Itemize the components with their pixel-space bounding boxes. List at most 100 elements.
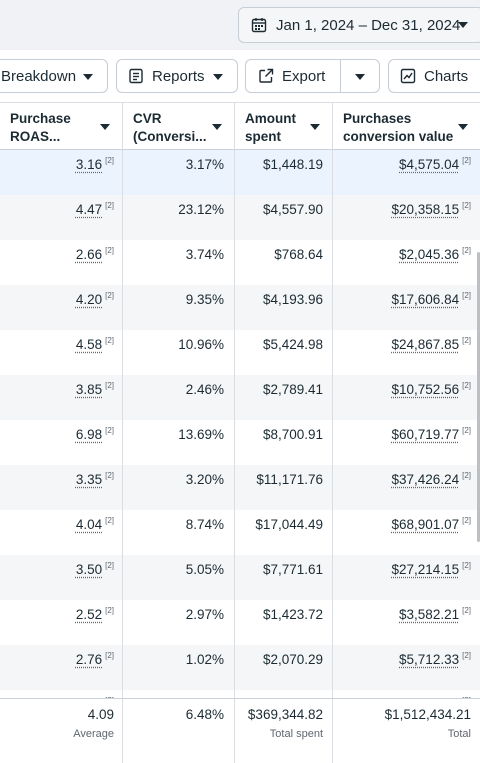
chevron-down-icon	[83, 74, 93, 80]
cell-purchases-conversion-value[interactable]: $37,426.24 [2]	[333, 465, 480, 510]
footnote-marker: [2]	[105, 651, 114, 660]
footnote-marker: [2]	[105, 696, 114, 698]
cell-value[interactable]: 2.66	[75, 247, 103, 262]
table-row[interactable]: 3.50 [2] 5.05% $7,771.61 $27,214.15 [2]	[0, 555, 480, 600]
table-row[interactable]: 3.85 [2] 2.46% $2,789.41 $10,752.56 [2]	[0, 375, 480, 420]
cell-purchase-roas[interactable]: 2.52 [2]	[0, 600, 123, 645]
sort-chevron-icon[interactable]	[310, 124, 320, 130]
cell-value[interactable]: $4,575.04	[399, 157, 460, 172]
cell-value[interactable]: 3.16	[75, 157, 103, 172]
footnote-marker: [2]	[105, 471, 114, 480]
cell-purchase-roas[interactable]: 3.44[2]	[0, 690, 123, 698]
column-header-amount-spent[interactable]: Amount spent	[235, 103, 333, 149]
cell-value: 9.35%	[185, 292, 224, 307]
footnote-marker: [2]	[462, 426, 471, 435]
cell-value[interactable]: $17,606.84	[391, 292, 460, 307]
export-menu-chevron-icon[interactable]	[355, 74, 365, 80]
table-row[interactable]: 3.35 [2] 3.20% $11,171.76 $37,426.24 [2]	[0, 465, 480, 510]
cell-value[interactable]: 4.04	[75, 517, 103, 532]
cell-value[interactable]: 3.44	[76, 697, 102, 698]
cell-value[interactable]: $37,426.24	[391, 472, 460, 487]
column-header-label: Amount spent	[245, 111, 296, 144]
cell-purchases-conversion-value[interactable]: $2,267.88[2]	[333, 690, 480, 698]
cell-purchase-roas[interactable]: 2.66 [2]	[0, 240, 123, 285]
cell-value[interactable]: $27,214.15	[391, 562, 460, 577]
reports-button[interactable]: Reports	[116, 59, 238, 93]
sort-chevron-icon[interactable]	[100, 124, 110, 130]
cell-cvr: 10.96%	[123, 330, 235, 375]
cell-value[interactable]: $68,901.07	[391, 517, 460, 532]
footnote-marker: [2]	[462, 291, 471, 300]
date-range-picker[interactable]: Jan 1, 2024 – Dec 31, 2024	[238, 7, 480, 43]
cell-value[interactable]: 4.20	[75, 292, 103, 307]
cell-purchase-roas[interactable]: 3.16 [2]	[0, 150, 123, 195]
column-header-cvr[interactable]: CVR (Conversi...	[123, 103, 235, 149]
cell-cvr: 3.17%	[123, 150, 235, 195]
cell-purchases-conversion-value[interactable]: $3,582.21 [2]	[333, 600, 480, 645]
cell-purchases-conversion-value[interactable]: $10,752.56 [2]	[333, 375, 480, 420]
cell-value[interactable]: $20,358.15	[391, 202, 460, 217]
cell-amount-spent: $7,771.61	[235, 555, 333, 600]
cell-value[interactable]: $2,045.36	[399, 247, 460, 262]
table-row[interactable]: 4.58 [2] 10.96% $5,424.98 $24,867.85 [2]	[0, 330, 480, 375]
sort-chevron-icon[interactable]	[212, 124, 222, 130]
cell-value: 3.74%	[185, 247, 224, 262]
cell-purchases-conversion-value[interactable]: $20,358.15 [2]	[333, 195, 480, 240]
table-row[interactable]: 6.98 [2] 13.69% $8,700.91 $60,719.77 [2]	[0, 420, 480, 465]
cell-value: 1.02%	[185, 652, 224, 667]
cell-value[interactable]: $60,719.77	[391, 427, 460, 442]
table-row[interactable]: 3.44[2]5.60%$1,277.75$2,267.88[2]	[0, 690, 480, 698]
chevron-down-icon	[213, 74, 223, 80]
cell-value[interactable]: 3.85	[75, 382, 103, 397]
cell-value[interactable]: $5,712.33	[399, 652, 460, 667]
cell-purchase-roas[interactable]: 3.50 [2]	[0, 555, 123, 600]
export-button[interactable]: Export	[245, 59, 380, 93]
cell-purchases-conversion-value[interactable]: $17,606.84 [2]	[333, 285, 480, 330]
table-row[interactable]: 4.47 [2] 23.12% $4,557.90 $20,358.15 [2]	[0, 195, 480, 240]
cell-purchase-roas[interactable]: 4.04 [2]	[0, 510, 123, 555]
cell-value[interactable]: $24,867.85	[391, 337, 460, 352]
cell-value[interactable]: 3.35	[75, 472, 103, 487]
cell-purchase-roas[interactable]: 4.20 [2]	[0, 285, 123, 330]
cell-value[interactable]: $10,752.56	[391, 382, 460, 397]
cell-value[interactable]: 2.76	[75, 652, 103, 667]
cell-purchase-roas[interactable]: 4.47 [2]	[0, 195, 123, 240]
table-row[interactable]: 2.76 [2] 1.02% $2,070.29 $5,712.33 [2]	[0, 645, 480, 690]
cell-value[interactable]: 2.52	[75, 607, 103, 622]
cell-value: 8.74%	[185, 517, 224, 532]
cell-purchase-roas[interactable]: 3.85 [2]	[0, 375, 123, 420]
toolbar: Breakdown Reports Export Charts	[0, 50, 480, 102]
cell-purchases-conversion-value[interactable]: $27,214.15 [2]	[333, 555, 480, 600]
cell-purchase-roas[interactable]: 2.76 [2]	[0, 645, 123, 690]
cell-purchase-roas[interactable]: 3.35 [2]	[0, 465, 123, 510]
cell-cvr: 13.69%	[123, 420, 235, 465]
table-row[interactable]: 2.52 [2] 2.97% $1,423.72 $3,582.21 [2]	[0, 600, 480, 645]
table-row[interactable]: 4.04 [2] 8.74% $17,044.49 $68,901.07 [2]	[0, 510, 480, 555]
cell-purchases-conversion-value[interactable]: $60,719.77 [2]	[333, 420, 480, 465]
column-header-purchases-conversion-value[interactable]: Purchases conversion value	[333, 103, 480, 149]
vertical-scrollbar[interactable]	[477, 252, 480, 542]
cell-value[interactable]: 3.50	[75, 562, 103, 577]
column-header-purchase-roas[interactable]: Purchase ROAS...	[0, 103, 123, 149]
table-row[interactable]: 4.20 [2] 9.35% $4,193.96 $17,606.84 [2]	[0, 285, 480, 330]
sort-chevron-icon[interactable]	[458, 124, 468, 130]
cell-purchases-conversion-value[interactable]: $4,575.04 [2]	[333, 150, 480, 195]
cell-purchase-roas[interactable]: 6.98 [2]	[0, 420, 123, 465]
footnote-marker: [2]	[462, 156, 471, 165]
cell-purchases-conversion-value[interactable]: $68,901.07 [2]	[333, 510, 480, 555]
cell-purchase-roas[interactable]: 4.58 [2]	[0, 330, 123, 375]
cell-purchases-conversion-value[interactable]: $5,712.33 [2]	[333, 645, 480, 690]
cell-purchases-conversion-value[interactable]: $2,045.36 [2]	[333, 240, 480, 285]
cell-value[interactable]: 4.47	[75, 202, 103, 217]
cell-cvr: 3.74%	[123, 240, 235, 285]
cell-value[interactable]: 4.58	[75, 337, 103, 352]
table-row[interactable]: 3.16 [2] 3.17% $1,448.19 $4,575.04 [2]	[0, 150, 480, 195]
table-row[interactable]: 2.66 [2] 3.74% $768.64 $2,045.36 [2]	[0, 240, 480, 285]
charts-button[interactable]: Charts	[388, 59, 480, 93]
cell-value: 3.20%	[185, 472, 224, 487]
breakdown-button[interactable]: Breakdown	[0, 59, 108, 93]
cell-value[interactable]: $3,582.21	[399, 607, 460, 622]
cell-purchases-conversion-value[interactable]: $24,867.85 [2]	[333, 330, 480, 375]
cell-value[interactable]: 6.98	[75, 427, 103, 442]
cell-value[interactable]: $2,267.88	[399, 697, 459, 698]
